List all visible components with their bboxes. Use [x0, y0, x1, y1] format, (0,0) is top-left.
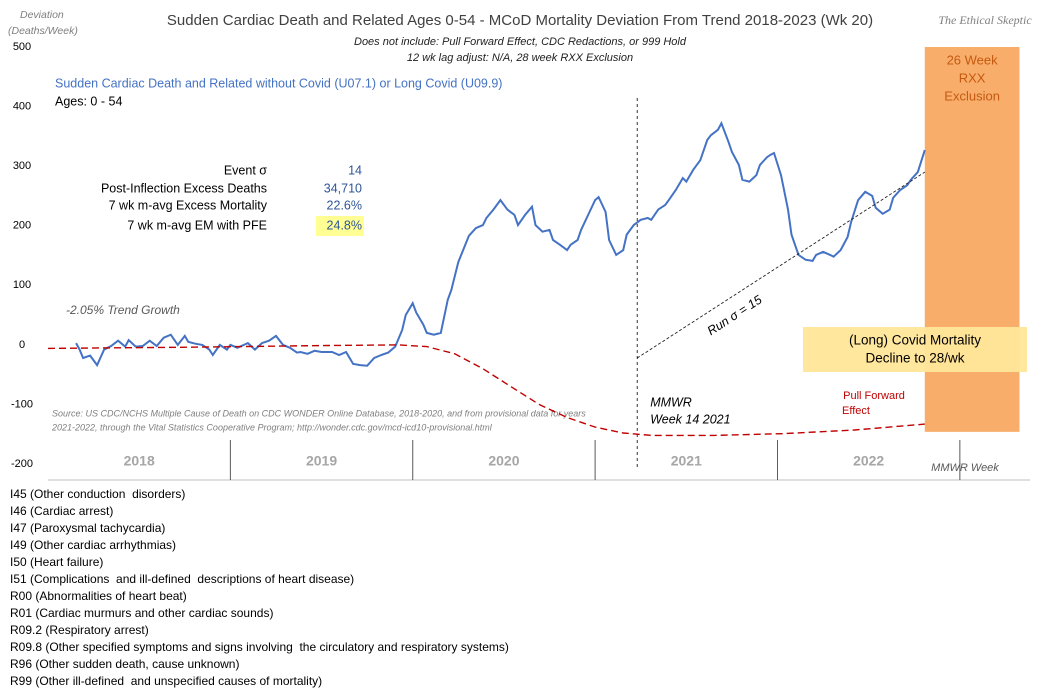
band-label: RXX: [959, 70, 986, 85]
icd-code: I49 (Other cardiac arrhythmias): [10, 538, 177, 552]
stat-label: 7 wk m-avg Excess Mortality: [109, 198, 268, 212]
trend-label: Run σ = 15: [705, 293, 765, 339]
y-tick-label: -200: [11, 458, 33, 470]
stat-value: 34,710: [324, 181, 362, 195]
y-tick-label: 0: [19, 339, 25, 351]
icd-code: R00 (Abnormalities of heart beat): [10, 589, 187, 603]
y-tick-label: 400: [13, 100, 31, 112]
y-axis-label: Deviation: [20, 9, 64, 21]
icd-code-list: I45 (Other conduction disorders) I46 (Car…: [10, 486, 509, 690]
x-tick-label: 2022: [853, 453, 884, 469]
icd-code: I47 (Paroxysmal tachycardia): [10, 521, 166, 535]
y-axis-label: (Deaths/Week): [8, 25, 78, 37]
icd-code: R96 (Other sudden death, cause unknown): [10, 657, 240, 671]
band-label: 26 Week: [947, 52, 999, 67]
stat-label: Event σ: [224, 163, 267, 177]
x-tick-label: 2019: [306, 453, 337, 469]
x-tick-label: 2020: [488, 453, 519, 469]
stat-value: 24.8%: [327, 218, 362, 232]
covid-note-box: [803, 327, 1027, 372]
exclusion-band: [924, 47, 1020, 432]
stat-value: 14: [348, 163, 362, 177]
data-line: [75, 120, 926, 368]
pull-forward-label-line: Effect: [842, 405, 870, 417]
ages-label: Ages: 0 - 54: [55, 94, 122, 108]
trend-line: [636, 171, 926, 359]
chart: Sudden Cardiac Death and Related Ages 0-…: [8, 9, 1032, 481]
y-tick-label: 300: [13, 160, 31, 172]
stat-label: 7 wk m-avg EM with PFE: [127, 218, 267, 232]
subtitle: Does not include: Pull Forward Effect, C…: [354, 36, 687, 48]
stat-label: Post-Inflection Excess Deaths: [101, 181, 267, 195]
y-tick-label: 500: [13, 41, 31, 53]
legend-series: Sudden Cardiac Death and Related without…: [55, 76, 502, 90]
stat-value: 22.6%: [327, 198, 362, 212]
chart-title: Sudden Cardiac Death and Related Ages 0-…: [167, 12, 873, 29]
source: 2021-2022, through the Vital Statistics …: [51, 422, 493, 432]
icd-code: I45 (Other conduction disorders): [10, 487, 186, 501]
y-tick-label: 100: [13, 279, 31, 291]
inflection-label: MMWR: [650, 395, 692, 409]
band-label: Exclusion: [944, 88, 1000, 103]
pull-forward-label: Pull Forward Effect: [842, 390, 905, 417]
icd-code: I50 (Heart failure): [10, 555, 104, 569]
icd-code: R01 (Cardiac murmurs and other cardiac s…: [10, 606, 274, 620]
x-axis-label: MMWR Week: [931, 462, 999, 474]
source: Source: US CDC/NCHS Multiple Cause of De…: [52, 408, 586, 418]
y-tick-label: -100: [11, 398, 33, 410]
x-tick-label: 2018: [124, 453, 155, 469]
covid-note: Decline to 28/wk: [865, 351, 964, 366]
subtitle: 12 wk lag adjust: N/A, 28 week RXX Exclu…: [407, 52, 633, 64]
inflection-label: Week 14 2021: [650, 412, 730, 426]
watermark: The Ethical Skeptic: [938, 13, 1032, 27]
x-tick-label: 2021: [671, 453, 702, 469]
icd-code: R09.2 (Respiratory arrest): [10, 623, 149, 637]
trend-note: -2.05% Trend Growth: [66, 303, 180, 317]
icd-code: R99 (Other ill-defined and unspecified c…: [10, 674, 323, 688]
pull-forward-label-line: Pull Forward: [843, 390, 905, 402]
y-tick-label: 200: [13, 220, 31, 232]
pull-forward-line: [47, 344, 925, 437]
icd-code: R09.8 (Other specified symptoms and sign…: [10, 640, 509, 654]
icd-code: I46 (Cardiac arrest): [10, 504, 114, 518]
highlight: [316, 216, 364, 236]
icd-code: I51 (Complications and ill-defined descr…: [10, 572, 355, 586]
covid-note: (Long) Covid Mortality: [849, 333, 981, 348]
